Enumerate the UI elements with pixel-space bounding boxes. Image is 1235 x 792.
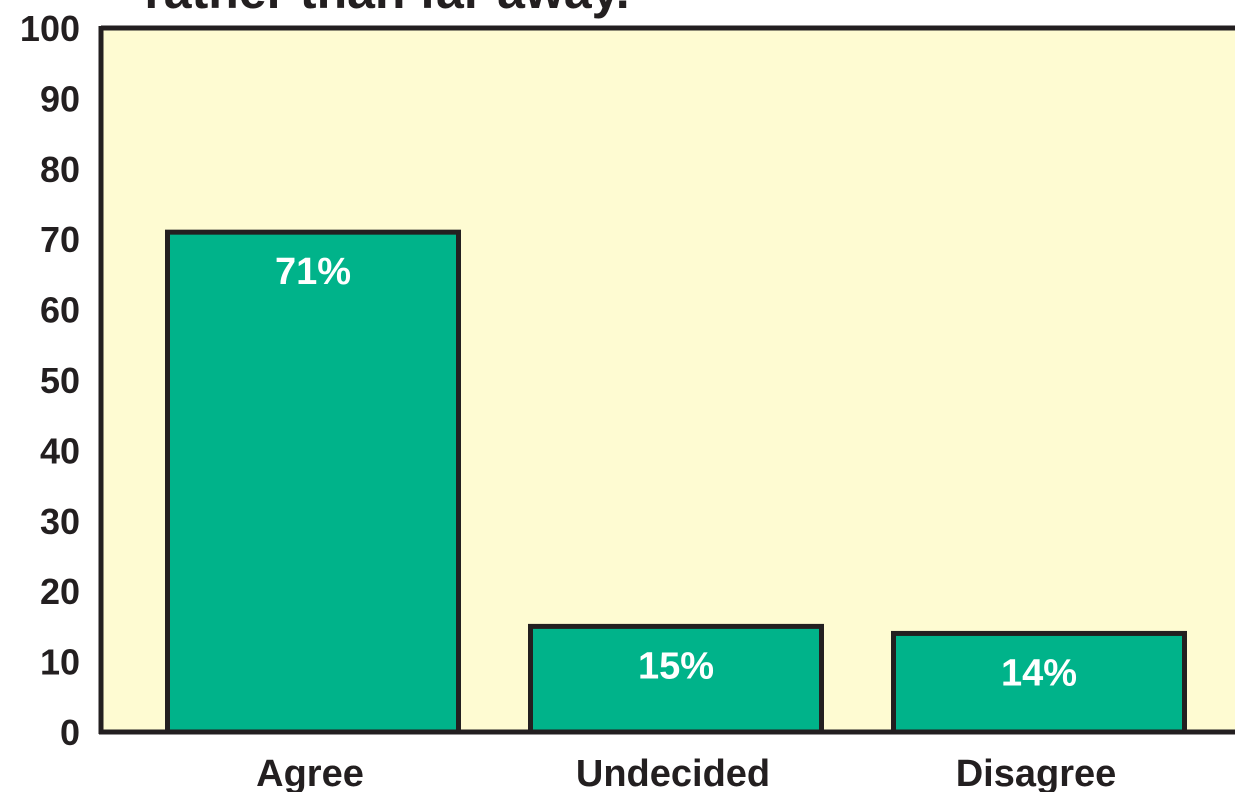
data-label-undecided: 15% (638, 645, 714, 687)
category-label-disagree: Disagree (956, 753, 1117, 792)
y-tick-label-10: 10 (40, 642, 80, 683)
data-label-agree: 71% (275, 251, 351, 293)
axis-group: Agree Undecided Disagree 0 10 20 30 40 50 60 70 80 9… (20, 8, 1235, 792)
y-tick-label-70: 70 (40, 219, 80, 260)
bar-agree (165, 229, 461, 735)
y-tick-label-40: 40 (40, 430, 80, 471)
y-tick-label-20: 20 (40, 571, 80, 612)
bars-group: 71% 15% 14% (165, 229, 1187, 735)
y-tick-label-30: 30 (40, 501, 80, 542)
data-label-disagree: 14% (1001, 652, 1077, 694)
y-tick-label-90: 90 (40, 78, 80, 119)
y-tick-label-0: 0 (60, 712, 80, 753)
y-tick-label-80: 80 (40, 149, 80, 190)
y-tick-label-100: 100 (20, 8, 80, 49)
bar-undecided (528, 623, 824, 735)
chart-title: rather than far away. (144, 0, 629, 19)
y-tick-label-50: 50 (40, 360, 80, 401)
y-tick-label-60: 60 (40, 290, 80, 331)
category-label-agree: Agree (256, 753, 364, 792)
category-label-undecided: Undecided (576, 753, 770, 792)
